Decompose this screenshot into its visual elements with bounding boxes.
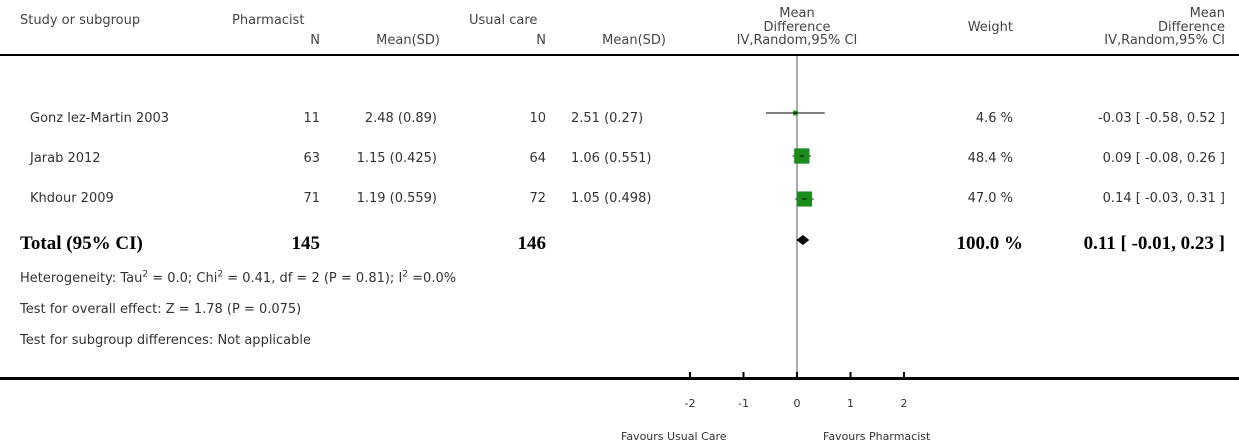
- ci-cell: 0.14 [ -0.03, 0.31 ]: [1102, 191, 1225, 206]
- n2-cell: 10: [529, 111, 546, 126]
- axis-tick-label: 2: [901, 397, 908, 410]
- header-rule: [0, 54, 1239, 56]
- total-n1: 145: [291, 233, 321, 254]
- subgroup-diff-text: Test for subgroup differences: Not appli…: [20, 333, 312, 348]
- study-name: Khdour 2009: [30, 191, 114, 206]
- study-name: Jarab 2012: [30, 151, 101, 166]
- total-label: Total (95% CI): [20, 233, 143, 254]
- mean-sd2-cell: 1.05 (0.498): [571, 191, 652, 206]
- pooled-diamond: [796, 235, 810, 245]
- mean-sd1-cell: 1.15 (0.425): [356, 151, 437, 166]
- axis-tick-label: -2: [685, 397, 696, 410]
- mean-sd2-cell: 1.06 (0.551): [571, 151, 652, 166]
- ci-cell: -0.03 [ -0.58, 0.52 ]: [1097, 111, 1225, 126]
- total-n2: 146: [517, 233, 547, 254]
- plot-method: IV,Random,95% CI: [736, 33, 858, 48]
- total-weight: 100.0 %: [956, 233, 1024, 254]
- effect-method: IV,Random,95% CI: [1104, 33, 1225, 48]
- study-col-header: Study or subgroup: [20, 13, 141, 28]
- mean-sd1-header: Mean(SD): [376, 33, 440, 48]
- weight-cell: 48.4 %: [967, 151, 1013, 166]
- mean-sd1-cell: 2.48 (0.89): [364, 111, 437, 126]
- overall-effect-text: Test for overall effect: Z = 1.78 (P = 0…: [20, 302, 302, 317]
- group1-header: Pharmacist: [232, 13, 305, 28]
- effect-title-line1: Mean: [1189, 6, 1225, 21]
- group2-header: Usual care: [469, 13, 538, 28]
- footer-rule: [0, 377, 1239, 380]
- n2-header: N: [536, 33, 546, 48]
- n1-cell: 11: [303, 111, 320, 126]
- heterogeneity-text: Heterogeneity: Tau2 = 0.0; Chi2 = 0.41, …: [20, 269, 457, 286]
- plot-title-line2: Difference: [763, 20, 831, 35]
- mean-sd2-cell: 2.51 (0.27): [571, 111, 644, 126]
- favours-left-label: Favours Usual Care: [621, 430, 727, 443]
- effect-title-line2: Difference: [1157, 20, 1225, 35]
- mean-sd1-cell: 1.19 (0.559): [356, 191, 437, 206]
- ci-cell: 0.09 [ -0.08, 0.26 ]: [1102, 151, 1225, 166]
- weight-header: Weight: [967, 20, 1013, 35]
- mean-sd2-header: Mean(SD): [602, 33, 666, 48]
- n2-cell: 64: [529, 151, 546, 166]
- n1-cell: 63: [303, 151, 320, 166]
- axis-tick-label: 1: [847, 397, 854, 410]
- weight-cell: 4.6 %: [975, 111, 1013, 126]
- study-name: Gonz lez-Martin 2003: [30, 111, 170, 126]
- n1-header: N: [310, 33, 320, 48]
- axis-tick-label: -1: [738, 397, 749, 410]
- n2-cell: 72: [529, 191, 546, 206]
- favours-right-label: Favours Pharmacist: [823, 430, 931, 443]
- plot-title-line1: Mean: [779, 6, 815, 21]
- total-ci: 0.11 [ -0.01, 0.23 ]: [1083, 233, 1225, 254]
- weight-cell: 47.0 %: [967, 191, 1013, 206]
- axis-tick-label: 0: [794, 397, 801, 410]
- n1-cell: 71: [303, 191, 320, 206]
